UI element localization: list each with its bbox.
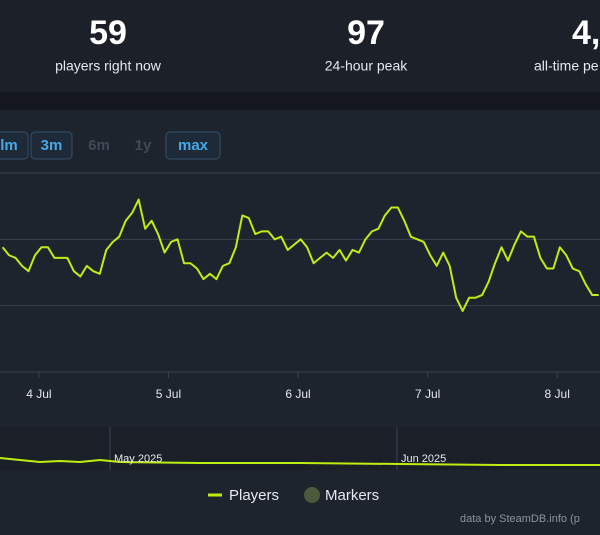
x-tick-label: 8 Jul (545, 387, 570, 401)
stat-value: 59 (89, 14, 127, 52)
legend-swatch (304, 487, 320, 503)
stat-value: 97 (347, 14, 385, 52)
range-button[interactable] (30, 131, 73, 160)
stats-panel (0, 0, 600, 92)
range-label[interactable]: lm (0, 137, 18, 154)
range-button[interactable] (165, 131, 221, 160)
navigator-line (0, 457, 600, 466)
range-button[interactable] (0, 131, 29, 160)
range-label[interactable]: 3m (41, 137, 63, 154)
legend-label: Markers (325, 487, 379, 504)
x-tick-label: 7 Jul (415, 387, 440, 401)
series-line (1, 198, 599, 312)
stat-label: players right now (55, 58, 162, 74)
x-tick-label: 6 Jul (285, 387, 310, 401)
separator (0, 92, 600, 110)
x-tick-label: 5 Jul (156, 387, 181, 401)
stat-value: 4, (572, 14, 600, 52)
range-label[interactable]: 1y (135, 137, 152, 154)
footer: data by SteamDB.info (p (460, 513, 580, 525)
legend-label: Players (229, 487, 279, 504)
range-label[interactable]: 6m (88, 137, 110, 154)
x-tick-label: 4 Jul (26, 387, 51, 401)
navigator-label: May 2025 (114, 453, 162, 465)
navigator-label: Jun 2025 (401, 453, 446, 465)
chart-panel (0, 110, 600, 535)
range-label[interactable]: max (178, 137, 209, 154)
stat-label: all-time pe (534, 58, 599, 74)
stat-label: 24-hour peak (325, 58, 409, 74)
